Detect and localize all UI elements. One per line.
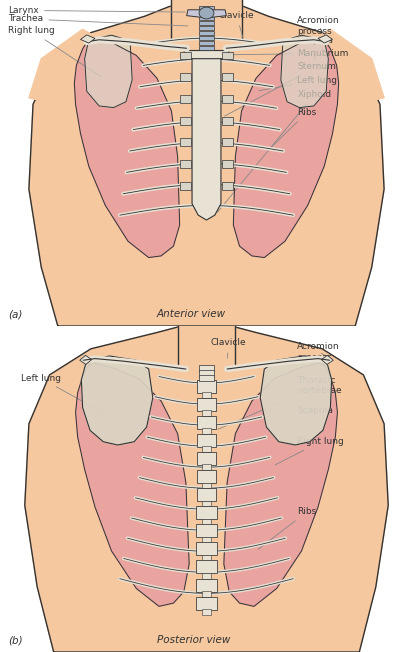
Polygon shape xyxy=(81,356,153,445)
Bar xyxy=(196,542,217,556)
Polygon shape xyxy=(191,50,222,220)
Polygon shape xyxy=(180,182,191,190)
Text: Manubrium: Manubrium xyxy=(232,49,349,58)
Polygon shape xyxy=(222,95,233,103)
Bar xyxy=(202,482,211,488)
Text: Anterior view: Anterior view xyxy=(157,310,226,319)
Bar xyxy=(202,501,211,507)
Bar xyxy=(199,370,214,377)
Text: Scapula: Scapula xyxy=(297,406,333,415)
Polygon shape xyxy=(171,0,242,39)
Bar xyxy=(197,434,216,447)
Bar xyxy=(196,578,217,591)
Bar xyxy=(202,537,211,542)
Bar xyxy=(197,506,216,519)
Bar xyxy=(202,609,211,615)
Polygon shape xyxy=(222,73,233,81)
Text: Acromion
process: Acromion process xyxy=(297,16,340,36)
Polygon shape xyxy=(180,160,191,168)
Polygon shape xyxy=(25,323,388,652)
Bar xyxy=(199,375,214,381)
Polygon shape xyxy=(85,35,132,108)
Bar xyxy=(196,597,217,610)
Text: Xiphoid: Xiphoid xyxy=(217,90,332,213)
Text: (a): (a) xyxy=(8,310,23,319)
Polygon shape xyxy=(180,117,191,125)
Polygon shape xyxy=(321,355,333,364)
Bar xyxy=(197,452,216,465)
Bar xyxy=(202,428,211,434)
Polygon shape xyxy=(224,363,337,606)
Polygon shape xyxy=(180,95,191,103)
Text: Posterior view: Posterior view xyxy=(157,636,230,645)
Text: Thoracic
vertebrae: Thoracic vertebrae xyxy=(218,376,342,429)
Polygon shape xyxy=(222,52,233,59)
Text: Trachea: Trachea xyxy=(8,14,188,26)
Bar xyxy=(199,6,214,10)
Text: Larynx: Larynx xyxy=(8,6,185,15)
Bar xyxy=(196,561,217,574)
Text: Right lung: Right lung xyxy=(275,437,344,465)
Bar xyxy=(197,379,216,393)
Polygon shape xyxy=(74,37,180,258)
Polygon shape xyxy=(29,29,112,104)
Polygon shape xyxy=(222,117,233,125)
Bar xyxy=(202,447,211,452)
Polygon shape xyxy=(260,356,332,445)
Text: Left lung: Left lung xyxy=(21,374,109,416)
Circle shape xyxy=(199,7,214,19)
Text: Clavicle: Clavicle xyxy=(211,338,246,358)
Polygon shape xyxy=(81,35,95,43)
Bar xyxy=(199,36,214,40)
Bar xyxy=(197,488,216,501)
Bar xyxy=(202,573,211,579)
Polygon shape xyxy=(80,355,92,364)
Text: (b): (b) xyxy=(8,636,23,645)
Bar xyxy=(202,591,211,597)
Bar xyxy=(202,464,211,470)
Bar xyxy=(196,524,217,537)
Polygon shape xyxy=(318,35,332,43)
Bar xyxy=(197,416,216,429)
Bar xyxy=(199,10,214,15)
Bar xyxy=(202,518,211,524)
Bar xyxy=(202,392,211,398)
Polygon shape xyxy=(180,52,191,59)
Bar xyxy=(202,555,211,561)
Polygon shape xyxy=(180,73,191,81)
Bar xyxy=(199,365,214,372)
Text: Acromion
process: Acromion process xyxy=(297,342,340,362)
Polygon shape xyxy=(301,29,384,104)
Bar xyxy=(197,470,216,483)
Bar xyxy=(199,40,214,44)
Polygon shape xyxy=(180,138,191,146)
Polygon shape xyxy=(222,182,233,190)
Text: Clavicle: Clavicle xyxy=(219,11,254,38)
Text: Scapula: Scapula xyxy=(297,37,333,59)
Bar xyxy=(199,21,214,25)
Polygon shape xyxy=(29,0,384,326)
Text: Ribs: Ribs xyxy=(258,507,317,549)
Polygon shape xyxy=(187,10,226,18)
Bar xyxy=(197,398,216,411)
Bar xyxy=(199,31,214,35)
Polygon shape xyxy=(76,363,189,606)
Text: Ribs: Ribs xyxy=(271,108,317,148)
Text: Sternum: Sternum xyxy=(225,63,336,116)
Text: Left lung: Left lung xyxy=(259,76,337,91)
Bar xyxy=(202,410,211,416)
Polygon shape xyxy=(233,37,339,258)
Bar xyxy=(199,46,214,50)
Polygon shape xyxy=(222,138,233,146)
Bar xyxy=(199,25,214,29)
Text: Right lung: Right lung xyxy=(8,27,101,77)
Polygon shape xyxy=(178,323,235,365)
Polygon shape xyxy=(184,50,229,59)
Bar xyxy=(199,16,214,20)
Polygon shape xyxy=(222,160,233,168)
Polygon shape xyxy=(281,35,328,108)
